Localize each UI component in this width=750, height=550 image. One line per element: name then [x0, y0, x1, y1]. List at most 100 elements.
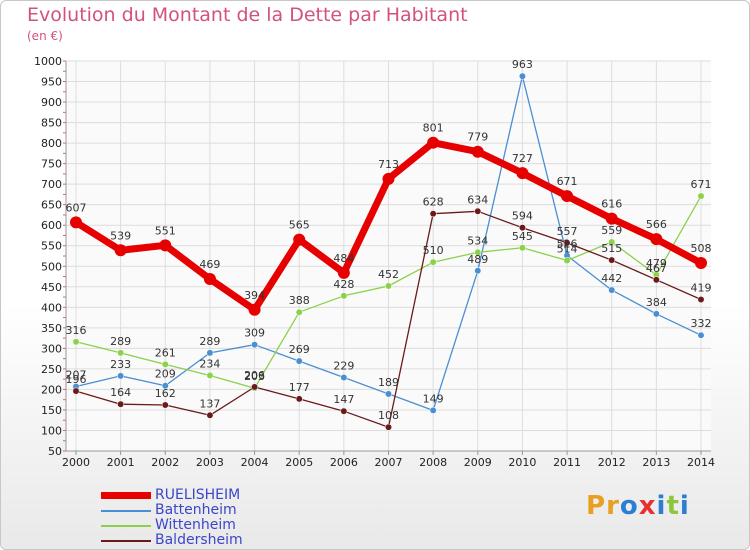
data-point-battenheim — [385, 390, 392, 398]
data-point-baldersheim — [161, 401, 169, 409]
x-tick-label: 2006 — [330, 456, 358, 469]
data-label-baldersheim: 137 — [199, 397, 220, 410]
data-label-wittenheim: 559 — [601, 224, 622, 237]
data-label-wittenheim: 534 — [467, 234, 488, 247]
data-label-baldersheim: 467 — [646, 262, 667, 275]
logo-letter: x — [638, 491, 657, 521]
data-label-ruelisheim: 616 — [601, 198, 622, 211]
data-point-battenheim — [652, 310, 660, 318]
data-point-ruelisheim — [114, 244, 127, 257]
logo-letter: o — [619, 491, 639, 521]
data-point-wittenheim — [429, 258, 437, 266]
data-label-baldersheim: 206 — [244, 369, 265, 382]
data-label-wittenheim: 545 — [512, 230, 533, 243]
data-point-wittenheim — [295, 308, 303, 316]
x-tick-label: 2004 — [241, 456, 269, 469]
data-label-baldersheim: 594 — [512, 210, 533, 223]
data-point-battenheim — [474, 267, 482, 275]
data-point-baldersheim — [385, 423, 392, 431]
data-point-ruelisheim — [516, 167, 529, 180]
data-label-battenheim: 442 — [601, 272, 622, 285]
data-point-ruelisheim — [650, 233, 663, 246]
data-label-wittenheim: 510 — [423, 244, 444, 257]
data-label-ruelisheim: 713 — [378, 158, 399, 171]
data-point-ruelisheim — [561, 190, 574, 203]
data-label-battenheim: 309 — [244, 327, 265, 340]
data-label-baldersheim: 557 — [557, 225, 578, 238]
data-point-baldersheim — [608, 256, 616, 264]
data-point-ruelisheim — [293, 233, 306, 246]
data-label-ruelisheim: 551 — [155, 224, 176, 237]
data-label-battenheim: 332 — [691, 317, 712, 330]
data-point-ruelisheim — [159, 239, 172, 252]
data-point-baldersheim — [206, 411, 214, 419]
data-point-ruelisheim — [427, 136, 440, 149]
chart-subtitle: (en €) — [27, 29, 63, 43]
x-tick-label: 2011 — [553, 456, 581, 469]
data-label-baldersheim: 634 — [467, 193, 488, 206]
data-point-baldersheim — [72, 387, 80, 395]
x-tick-label: 2014 — [687, 456, 715, 469]
data-point-ruelisheim — [471, 145, 484, 158]
data-point-battenheim — [429, 406, 437, 414]
y-tick-label: 350 — [41, 322, 62, 335]
y-tick-label: 700 — [41, 178, 62, 191]
y-tick-label: 450 — [41, 281, 62, 294]
logo-letter: r — [606, 491, 620, 521]
data-label-battenheim: 229 — [333, 360, 354, 373]
data-label-baldersheim: 162 — [155, 387, 176, 400]
y-tick-label: 100 — [41, 424, 62, 437]
y-tick-label: 800 — [41, 137, 62, 150]
x-tick-label: 2013 — [642, 456, 670, 469]
data-point-wittenheim — [385, 282, 392, 290]
data-point-battenheim — [697, 331, 705, 339]
data-label-baldersheim: 196 — [66, 373, 87, 386]
data-label-baldersheim: 515 — [601, 242, 622, 255]
y-tick-label: 200 — [41, 383, 62, 396]
data-label-battenheim: 289 — [199, 335, 220, 348]
y-tick-label: 400 — [41, 301, 62, 314]
data-point-ruelisheim — [248, 303, 261, 316]
data-label-ruelisheim: 566 — [646, 218, 667, 231]
data-point-battenheim — [251, 341, 259, 349]
data-label-battenheim: 189 — [378, 376, 399, 389]
data-label-battenheim: 269 — [289, 343, 310, 356]
legend-label: Wittenheim — [155, 517, 236, 533]
legend-swatch — [101, 525, 151, 527]
data-point-baldersheim — [652, 276, 660, 284]
data-label-wittenheim: 428 — [333, 278, 354, 291]
data-label-battenheim: 963 — [512, 58, 533, 71]
data-label-wittenheim: 452 — [378, 268, 399, 281]
y-tick-label: 750 — [41, 158, 62, 171]
data-point-wittenheim — [117, 349, 125, 357]
data-label-battenheim: 233 — [110, 358, 131, 371]
data-label-battenheim: 489 — [467, 253, 488, 266]
data-label-battenheim: 209 — [155, 368, 176, 381]
y-tick-label: 150 — [41, 404, 62, 417]
data-label-wittenheim: 514 — [557, 243, 578, 256]
x-tick-label: 2001 — [107, 456, 135, 469]
data-point-baldersheim — [429, 210, 437, 218]
data-point-ruelisheim — [337, 266, 350, 279]
data-point-battenheim — [117, 372, 125, 380]
data-label-battenheim: 149 — [423, 392, 444, 405]
data-label-ruelisheim: 508 — [691, 242, 712, 255]
data-label-baldersheim: 628 — [423, 196, 444, 209]
x-tick-label: 2008 — [419, 456, 447, 469]
data-label-wittenheim: 479 — [646, 257, 667, 270]
data-point-wittenheim — [161, 360, 169, 368]
y-tick-label: 900 — [41, 96, 62, 109]
y-tick-label: 650 — [41, 199, 62, 212]
data-point-wittenheim — [72, 338, 80, 346]
y-tick-label: 50 — [48, 445, 62, 458]
data-label-baldersheim: 177 — [289, 381, 310, 394]
logo-letter: t — [666, 491, 680, 521]
proxiti-logo: Proxiti — [586, 491, 690, 521]
data-label-baldersheim: 164 — [110, 386, 131, 399]
data-point-baldersheim — [474, 207, 482, 215]
data-point-wittenheim — [518, 244, 526, 252]
data-label-wittenheim: 671 — [691, 178, 712, 191]
data-label-battenheim: 384 — [646, 296, 667, 309]
data-label-battenheim: 526 — [557, 238, 578, 251]
data-label-ruelisheim: 671 — [557, 175, 578, 188]
